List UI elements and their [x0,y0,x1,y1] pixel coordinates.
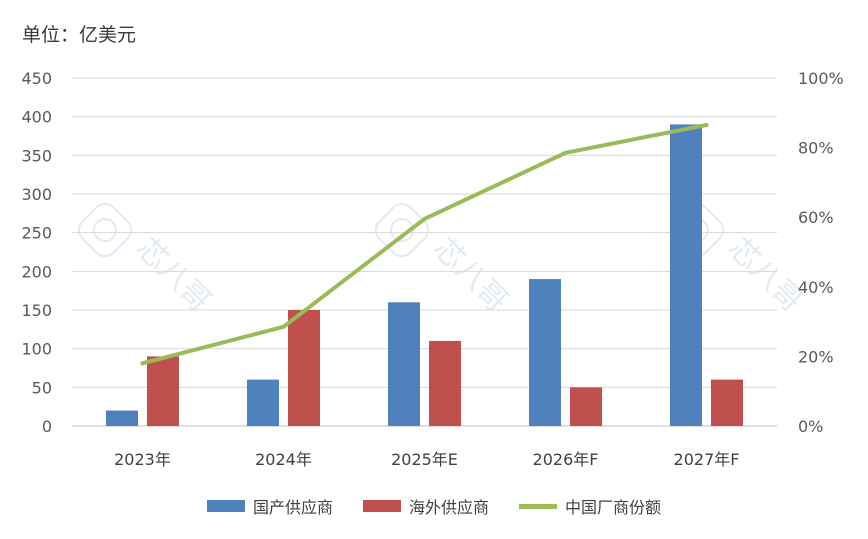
left-tick-label: 150 [21,301,52,320]
legend-label-share: 中国厂商份额 [565,498,662,517]
share-point [563,150,568,155]
category-label: 2027年F [674,450,740,469]
watermark-logo: 芯八哥 [77,202,218,319]
watermark-icon-inner [93,218,117,242]
bar-domestic [670,124,702,427]
right-tick-label: 20% [798,347,834,366]
left-tick-label: 0 [42,417,52,436]
share-point [140,361,145,366]
category-label: 2025年E [391,450,458,469]
bar-overseas [288,310,320,426]
bar-overseas [147,356,179,426]
watermark-text: 芯八哥 [129,231,217,319]
legend-swatch-domestic [206,500,245,512]
right-tick-label: 60% [798,208,834,227]
bar-domestic [388,302,420,426]
unit-label: 单位：亿美元 [22,24,137,46]
left-tick-label: 350 [21,146,52,165]
legend-swatch-overseas [362,500,401,512]
share-point [704,122,709,127]
category-label: 2023年 [114,450,171,469]
chart: 芯八哥 芯八哥 芯八哥 0 50 100 150 200 250 300 350 400 450 0%… [21,69,844,469]
left-tick-label: 100 [21,340,52,359]
left-axis-ticks: 0 50 100 150 200 250 300 350 400 450 [21,69,52,436]
share-line-group [140,122,709,366]
right-tick-label: 40% [798,278,834,297]
share-point [281,324,286,329]
category-label: 2026年F [533,450,599,469]
legend-item-overseas: 海外供应商 [362,494,489,518]
right-tick-label: 100% [798,69,844,88]
legend-item-domestic: 国产供应商 [206,494,333,518]
share-point [422,216,427,221]
category-label: 2024年 [255,450,312,469]
share-line [140,122,709,366]
bar-overseas [570,387,602,426]
right-tick-label: 0% [798,417,823,436]
bar-overseas [711,379,743,426]
left-tick-label: 200 [21,262,52,281]
left-tick-label: 50 [32,378,52,397]
watermark-text: 芯八哥 [426,231,514,319]
right-tick-label: 80% [798,139,834,158]
category-labels: 2023年 2024年 2025年E 2026年F 2027年F [114,450,739,469]
legend-label-domestic: 国产供应商 [252,498,333,517]
bar-domestic [247,379,279,426]
legend-label-overseas: 海外供应商 [408,498,489,517]
left-tick-label: 400 [21,108,52,127]
bar-overseas [429,340,461,426]
left-tick-label: 250 [21,224,52,243]
bar-domestic [106,410,138,426]
right-axis-ticks: 0% 20% 40% 60% 80% 100% [798,69,844,436]
watermark-logo: 芯八哥 [374,202,515,319]
watermark-text: 芯八哥 [721,231,809,319]
watermark-icon [77,202,133,258]
left-tick-label: 300 [21,185,52,204]
legend: 国产供应商 海外供应商 中国厂商份额 [0,494,868,518]
left-tick-label: 450 [21,69,52,88]
bar-domestic [529,279,561,426]
legend-item-share: 中国厂商份额 [519,494,661,518]
bars [106,124,743,427]
gridlines [72,77,777,427]
legend-swatch-share [519,503,557,509]
